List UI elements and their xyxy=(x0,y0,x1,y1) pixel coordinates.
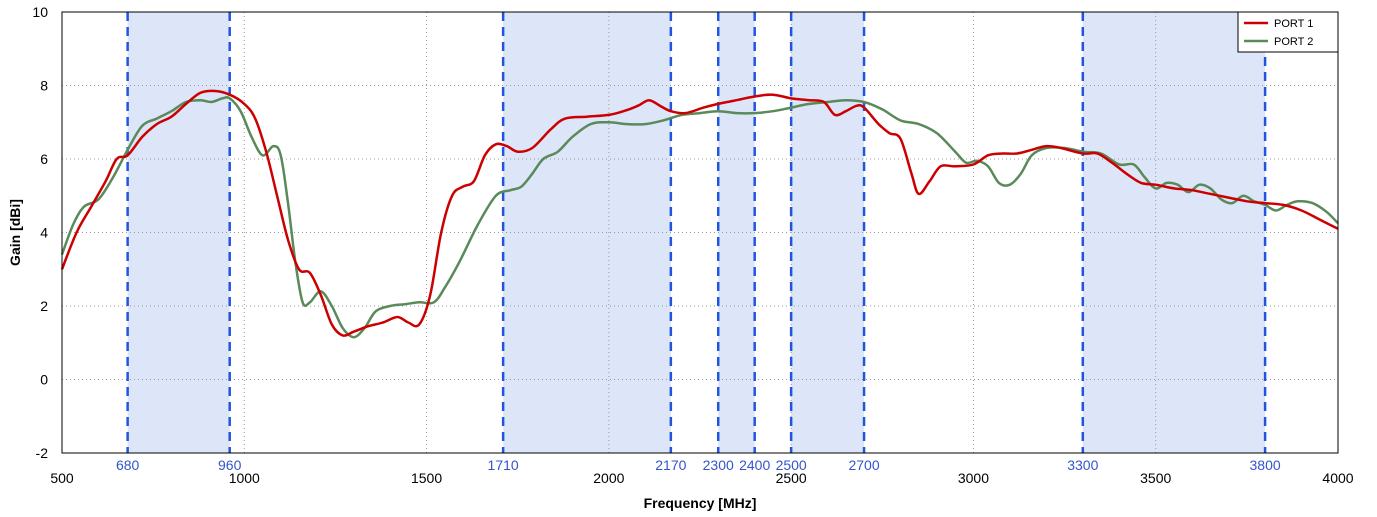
y-tick-labels: -2 0 2 4 6 8 10 xyxy=(32,4,48,461)
band-edge-labels: 680 960 1710 2170 2300 2400 2500 2700 3300 3800 xyxy=(116,457,1281,473)
legend-box xyxy=(1237,11,1339,53)
band-2 xyxy=(718,12,755,453)
x-tick-label: 3000 xyxy=(958,470,989,486)
band-edge-label: 1710 xyxy=(488,457,519,473)
y-tick-label: 2 xyxy=(40,298,48,314)
legend-label: PORT 1 xyxy=(1274,18,1313,30)
series-line-port-1 xyxy=(60,89,1339,337)
x-tick-label: 1500 xyxy=(411,470,442,486)
x-axis-title: Frequency [MHz] xyxy=(644,495,757,511)
plot-frame xyxy=(61,11,1339,454)
y-axis-title: Gain [dBi] xyxy=(7,199,23,266)
series-lines xyxy=(60,89,1339,339)
band-edge-lines xyxy=(126,12,1267,453)
band-3 xyxy=(791,12,865,453)
band-edge-label: 2300 xyxy=(703,457,734,473)
x-tick-label: 4000 xyxy=(1322,470,1353,486)
series-line-port-2 xyxy=(60,96,1339,339)
band-edge-label: 3800 xyxy=(1250,457,1281,473)
y-tick-label: 0 xyxy=(40,372,48,388)
legend-label: PORT 2 xyxy=(1274,36,1313,48)
legend: PORT 1 PORT 2 xyxy=(1237,11,1339,53)
band-edge-label: 2500 xyxy=(776,457,807,473)
band-edge-label: 2700 xyxy=(848,457,879,473)
grid xyxy=(62,12,1338,453)
band-edge-label: 3300 xyxy=(1067,457,1098,473)
y-tick-label: 4 xyxy=(40,225,48,241)
band-edge-label: 2170 xyxy=(655,457,686,473)
band-edge-label: 960 xyxy=(218,457,242,473)
y-tick-label: 10 xyxy=(32,4,48,20)
x-tick-label: 2500 xyxy=(776,470,807,486)
y-tick-label: 6 xyxy=(40,151,48,167)
band-edge-label: 2400 xyxy=(739,457,770,473)
y-tick-label: 8 xyxy=(40,78,48,94)
x-tick-label: 500 xyxy=(50,470,74,486)
x-tick-label: 1000 xyxy=(229,470,260,486)
x-tick-label: 2000 xyxy=(593,470,624,486)
band-edge-label: 680 xyxy=(116,457,140,473)
x-tick-label: 3500 xyxy=(1140,470,1171,486)
x-tick-labels: 500 1000 1500 2000 2500 3000 3500 4000 xyxy=(50,470,1353,486)
y-tick-label: -2 xyxy=(36,445,49,461)
